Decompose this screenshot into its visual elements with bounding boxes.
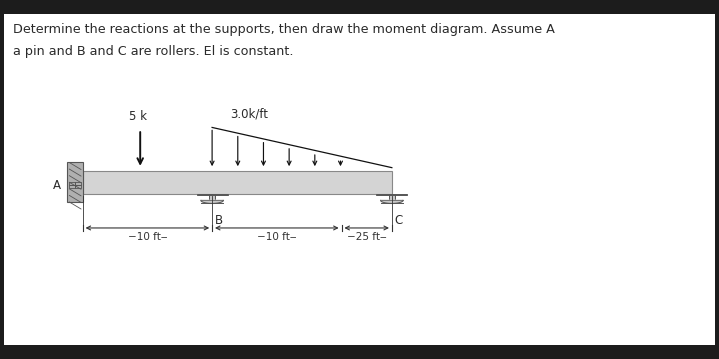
Polygon shape xyxy=(201,200,224,204)
Text: C: C xyxy=(395,214,403,227)
Bar xyxy=(209,194,215,200)
Text: A: A xyxy=(53,179,61,192)
Text: a pin and B and C are rollers. El is constant.: a pin and B and C are rollers. El is con… xyxy=(13,45,293,58)
Bar xyxy=(69,185,75,188)
Text: Determine the reactions at the supports, then draw the moment diagram. Assume A: Determine the reactions at the supports,… xyxy=(13,23,555,36)
Bar xyxy=(67,162,83,202)
Text: 3.0k/ft: 3.0k/ft xyxy=(230,108,268,121)
Polygon shape xyxy=(380,200,403,204)
Bar xyxy=(376,194,408,195)
Text: −10 ft‒: −10 ft‒ xyxy=(257,232,296,242)
Bar xyxy=(389,194,395,200)
Bar xyxy=(75,182,81,185)
Bar xyxy=(196,194,228,195)
Bar xyxy=(75,185,81,188)
Bar xyxy=(69,182,75,185)
Text: B: B xyxy=(215,214,223,227)
Bar xyxy=(83,171,392,194)
Text: −25 ft‒: −25 ft‒ xyxy=(347,232,387,242)
Text: 5 k: 5 k xyxy=(129,110,147,123)
Text: −10 ft‒: −10 ft‒ xyxy=(128,232,167,242)
